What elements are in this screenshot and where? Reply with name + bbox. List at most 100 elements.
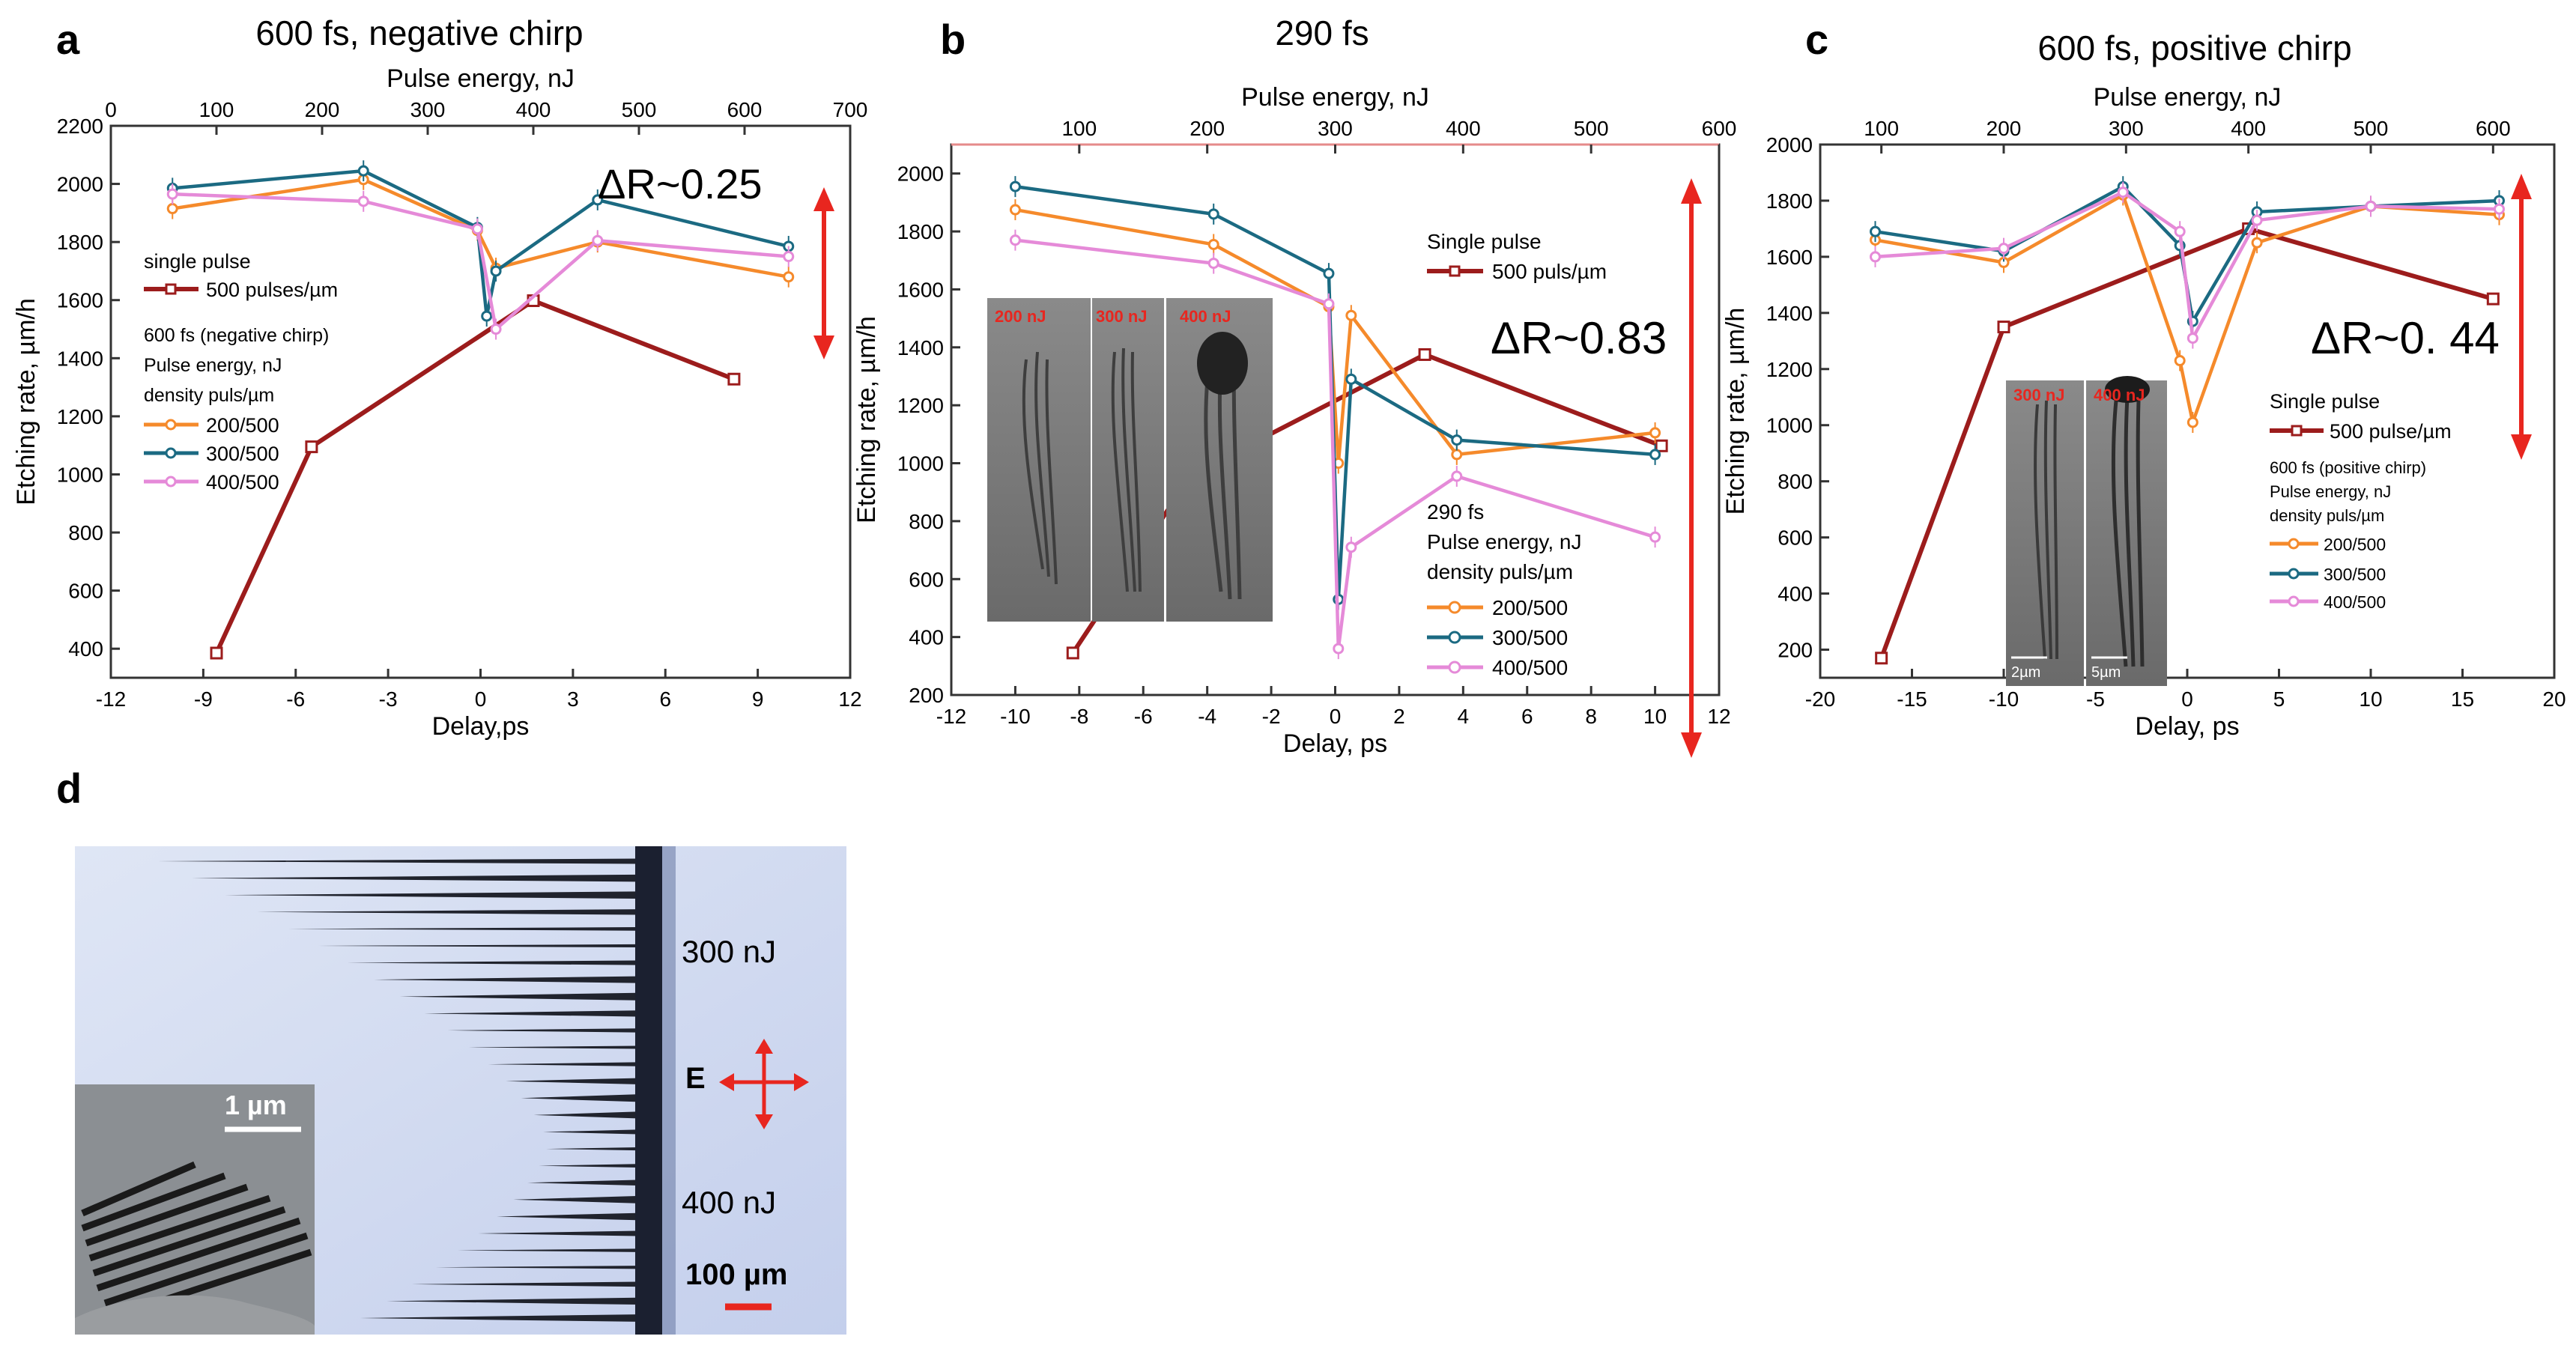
x-tick-label: -10 <box>1989 687 2019 711</box>
needle <box>521 1094 637 1102</box>
y-tick-label: 1000 <box>897 452 944 476</box>
data-point <box>1875 652 1888 665</box>
needle <box>318 944 637 948</box>
data-point <box>2117 186 2129 198</box>
x-tick-label: 2 <box>1393 705 1405 728</box>
data-point <box>1323 267 1335 279</box>
x-tick-label: 10 <box>2359 687 2382 711</box>
data-point <box>1649 427 1661 439</box>
panel-b-inset-label-200: 200 nJ <box>995 307 1046 326</box>
panel-b-legend-group-line1: 290 fs <box>1427 500 1484 523</box>
x2-tick-label: 500 <box>622 98 657 121</box>
x-tick-label: 3 <box>567 687 579 711</box>
data-point <box>1345 309 1357 321</box>
x-tick-label: 12 <box>838 687 861 711</box>
x2-tick-label: 500 <box>1574 117 1609 140</box>
panel-c-sem-inset: 300 nJ 400 nJ 2µm 5µm <box>2006 376 2167 686</box>
x-tick-label: -15 <box>1897 687 1927 711</box>
x-axis-label: Delay,ps <box>432 712 530 741</box>
y-axis-label: Etching rate, µm/h <box>852 316 881 523</box>
data-point <box>2186 333 2198 344</box>
data-point <box>2186 416 2198 428</box>
panel-c-arrow-head-top <box>2511 174 2532 199</box>
data-point <box>305 440 318 454</box>
panel-c-scale-label-2: 5µm <box>2091 664 2121 681</box>
panel-a-legend-single-header: single pulse <box>144 250 251 273</box>
x-tick-label: -9 <box>194 687 213 711</box>
chart-b: -12 -10 -8 -6 -4 -2 0 2 4 6 8 10 12 100 200 300 400 500 60… <box>852 83 1736 758</box>
x-tick-label: -8 <box>1070 705 1088 728</box>
panel-a-legend-300-marker <box>165 447 177 459</box>
series-line-500 pulses/µm <box>214 298 735 655</box>
y-tick-label: 400 <box>909 626 944 649</box>
panel-d-scale-main-label: 100 µm <box>685 1258 787 1291</box>
x2-tick-label: 400 <box>2231 117 2266 140</box>
x2-tick-label: 600 <box>727 98 763 121</box>
panel-a-legend-group-line3: density puls/µm <box>144 385 274 406</box>
y-tick-label: 1200 <box>1766 358 1813 381</box>
x2-tick-label: 700 <box>833 98 868 121</box>
y-tick-label: 1200 <box>897 394 944 417</box>
x-tick-label: -6 <box>286 687 305 711</box>
panel-c-sem-track-2 <box>2111 396 2145 667</box>
panel-a-legend-single-marker <box>165 283 177 295</box>
panel-d-label-300: 300 nJ <box>682 934 776 969</box>
panel-b-sem-track-1 <box>1022 351 1058 585</box>
data-point <box>1333 643 1345 655</box>
panel-b-arrow-head-top <box>1681 178 1702 204</box>
panel-b-letter: b <box>940 16 966 63</box>
needle <box>257 909 637 915</box>
panel-c-legend-400-marker <box>2288 595 2300 607</box>
panel-a-arrow-head-top <box>813 187 834 211</box>
panel-d-scale-inset-label: 1 µm <box>225 1090 287 1120</box>
data-point <box>471 223 483 235</box>
panel-d-needles <box>157 858 637 1322</box>
panel-b-legend-400-label: 400/500 <box>1492 656 1568 679</box>
polarization-arrows-icon <box>719 1039 809 1129</box>
data-point <box>1649 531 1661 543</box>
x2-tick-label: 100 <box>1864 117 1899 140</box>
x-tick-label: 5 <box>2273 687 2285 711</box>
panel-a-legend-200-marker <box>165 419 177 431</box>
panel-d-e-label: E <box>685 1062 706 1095</box>
data-point <box>490 265 502 277</box>
data-point <box>2486 292 2500 306</box>
panel-b-inset-label-400: 400 nJ <box>1180 307 1231 326</box>
panel-c-legend-group-line2: Pulse energy, nJ <box>2270 482 2391 501</box>
y-tick-label: 600 <box>909 568 944 591</box>
data-point <box>2174 355 2186 367</box>
panel-b-legend-200-label: 200/500 <box>1492 596 1568 619</box>
x-tick-label: 15 <box>2451 687 2474 711</box>
y-tick-label: 2200 <box>57 115 103 138</box>
needle <box>435 1266 637 1269</box>
y-axis-label: Etching rate, µm/h <box>1721 308 1750 515</box>
x-tick-label: 0 <box>475 687 487 711</box>
y-tick-label: 1400 <box>57 347 103 370</box>
data-point <box>1649 449 1661 461</box>
x2-tick-label: 400 <box>1446 117 1481 140</box>
data-point <box>1066 646 1079 660</box>
panel-b-legend-group-line3: density puls/µm <box>1427 560 1573 583</box>
data-point <box>1207 258 1219 270</box>
panel-b-sem-inset: 200 nJ 300 nJ 400 nJ <box>987 298 1273 622</box>
panel-b-legend-300-label: 300/500 <box>1492 626 1568 649</box>
panel-d-sem-ripples <box>81 1161 312 1318</box>
data-point <box>1870 225 1881 237</box>
needle <box>468 1045 637 1049</box>
y-tick-label: 400 <box>1778 583 1813 606</box>
panel-a-legend-400-label: 400/500 <box>206 471 279 494</box>
chart-c: -20 -15 -10 -5 0 5 10 15 20 100 200 300 400 500 600 200… <box>1721 83 2566 741</box>
needle <box>288 927 637 931</box>
series-line-400/500 <box>1875 190 2500 340</box>
data-point <box>1870 251 1881 263</box>
panel-c-title: 600 fs, positive chirp <box>2037 28 2351 67</box>
x-tick-label: 0 <box>1330 705 1342 728</box>
panel-a-annotations: ΔR~0.25 single pulse 500 pulses/µm 600 f… <box>144 160 834 494</box>
x2-tick-label: 200 <box>1189 117 1225 140</box>
y-tick-label: 800 <box>1778 470 1813 494</box>
panel-b-title: 290 fs <box>1275 13 1369 52</box>
y-tick-label: 600 <box>68 580 103 603</box>
series-line-400/500 <box>172 192 789 331</box>
y-tick-label: 1000 <box>57 463 103 486</box>
needle <box>513 1195 637 1203</box>
